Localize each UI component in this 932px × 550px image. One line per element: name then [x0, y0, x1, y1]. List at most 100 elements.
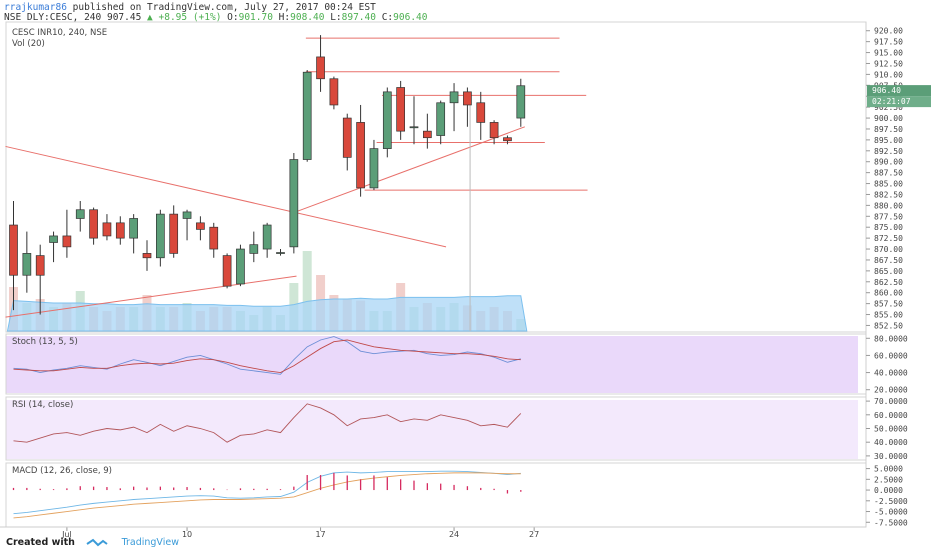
macd-tick-label: 0.0000: [874, 486, 903, 495]
candle-body: [62, 235, 72, 248]
rsi-tick-label: 60.0000: [874, 411, 908, 420]
open-value: 901.70: [238, 12, 273, 23]
price-tick-label: 882.50: [874, 190, 903, 199]
candle-body: [289, 159, 299, 248]
price-change: +8.95 (+1%): [158, 12, 222, 23]
stoch-tick-label: 80.0000: [874, 334, 908, 343]
stoch-tick-label: 40.0000: [874, 369, 908, 378]
last-price-label: 906.40: [872, 86, 901, 95]
stoch-tick-label: 60.0000: [874, 351, 908, 360]
main-chart-title: CESC INR10, 240, NSE: [12, 28, 107, 38]
price-tick-label: 912.50: [874, 59, 903, 68]
candle-body: [22, 253, 32, 276]
trendline-down: [5, 145, 447, 248]
price-tick-label: 857.50: [874, 300, 903, 309]
candle-body: [329, 78, 339, 106]
candle-body: [196, 222, 205, 230]
price-tick-label: 895.00: [874, 136, 903, 145]
candle-body: [115, 222, 125, 239]
price-tick-label: 890.00: [874, 158, 903, 167]
price-tick-label: 880.00: [874, 201, 903, 210]
price-tick-label: 852.50: [874, 321, 903, 330]
trendline-support: [5, 275, 297, 318]
tradingview-logo-icon: [86, 538, 108, 546]
candle-body: [142, 253, 152, 259]
macd-tick-label: -5.0000: [874, 508, 908, 517]
author-link[interactable]: rrajkumar86: [4, 2, 67, 13]
last-price: 907.45: [106, 12, 142, 23]
publish-info: published on TradingView.com, July 27, 2…: [72, 2, 376, 13]
macd-series-line: [13, 470, 521, 515]
tradingview-brand[interactable]: TradingView: [121, 537, 179, 548]
price-tick-label: 877.50: [874, 212, 903, 221]
low-label: L:: [330, 12, 342, 23]
candle-body: [9, 224, 18, 276]
countdown-box: [867, 96, 931, 108]
candle-body: [423, 130, 432, 139]
candle-body: [49, 235, 58, 243]
macd-tick-label: 2.5000: [874, 475, 903, 484]
price-tick-label: 920.00: [874, 27, 903, 36]
price-tick-label: 860.00: [874, 289, 903, 298]
price-tick-label: 855.00: [874, 311, 903, 320]
stoch-series-line: [13, 339, 521, 374]
open-label: O:: [227, 12, 239, 23]
candle-body: [382, 91, 392, 149]
rsi-tick-label: 50.0000: [874, 425, 908, 434]
candle-body: [436, 102, 446, 136]
candle-body: [489, 122, 499, 139]
candle-body: [276, 252, 285, 254]
trendline-rising: [297, 126, 525, 212]
candle-body: [75, 209, 85, 219]
last-price-box: [867, 85, 931, 97]
main-pane-border: [5, 21, 867, 333]
candle-body: [369, 148, 379, 189]
price-tick-label: 870.00: [874, 245, 903, 254]
close-label: C:: [381, 12, 394, 23]
candle-body: [262, 224, 272, 250]
candle-body: [396, 87, 405, 132]
price-tick-label: 915.00: [874, 49, 903, 58]
candle-body: [449, 91, 459, 104]
stoch-band: [6, 336, 858, 393]
rsi-tick-label: 40.0000: [874, 438, 908, 447]
time-tick-label: 10: [182, 530, 192, 539]
change-arrow-icon: ▲: [147, 12, 153, 23]
price-tick-label: 892.50: [874, 147, 903, 156]
volume-bar: [302, 251, 312, 331]
stoch-tick-label: 20.0000: [874, 386, 908, 395]
price-tick-label: 910.00: [874, 70, 903, 79]
candle-body: [409, 126, 419, 129]
macd-pane-border: [5, 462, 867, 528]
symbol-info: NSE_DLY:CESC, 240: [4, 12, 102, 23]
time-tick-label: 17: [315, 530, 325, 539]
candle-body: [249, 244, 259, 254]
price-tick-label: 872.50: [874, 234, 903, 243]
candle-body: [35, 255, 45, 276]
created-with-label: Created with: [6, 537, 75, 548]
candle-body: [463, 91, 472, 106]
price-tick-label: 887.50: [874, 169, 903, 178]
high-label: H:: [278, 12, 291, 23]
candle-body: [476, 102, 486, 123]
stoch-title: Stoch (13, 5, 5): [12, 337, 78, 347]
candle-body: [102, 222, 112, 237]
time-tick-label: 24: [449, 530, 459, 539]
volume-ma-area: [6, 295, 528, 332]
candle-body: [156, 213, 165, 259]
macd-series-line: [13, 472, 521, 519]
price-tick-label: 865.00: [874, 267, 903, 276]
price-tick-label: 867.50: [874, 256, 903, 265]
candle-body: [209, 226, 219, 250]
candle-body: [182, 211, 192, 219]
rsi-tick-label: 70.0000: [874, 397, 908, 406]
candle-body: [89, 209, 98, 239]
price-tick-label: 917.50: [874, 38, 903, 47]
macd-tick-label: 5.0000: [874, 465, 903, 474]
rsi-tick-label: 30.0000: [874, 452, 908, 461]
footer: Created with TradingView: [6, 537, 179, 548]
rsi-title: RSI (14, close): [12, 400, 73, 410]
close-value: 906.40: [393, 12, 428, 23]
high-value: 908.40: [290, 12, 325, 23]
